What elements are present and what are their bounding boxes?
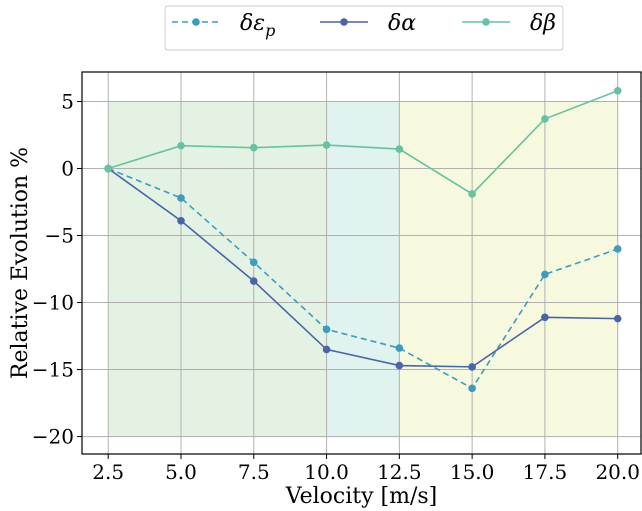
series-1-point: [613, 245, 622, 253]
background-region-1: [108, 101, 327, 437]
series-2-point: [468, 363, 476, 371]
y-tick-label: −5: [45, 224, 74, 248]
y-tick-label: 5: [61, 89, 74, 113]
series-3-point: [322, 141, 331, 149]
series-2-point: [177, 216, 185, 225]
series-line-1: [107, 167, 618, 390]
x-tick-label: 10.0: [304, 460, 349, 484]
series-3-point: [249, 143, 258, 152]
x-axis: 2.5 5.0 7.5 10.0 12.5 15.0 17.5 20.0: [92, 454, 640, 484]
series-1-point: [541, 270, 549, 279]
legend-box: [164, 5, 564, 51]
series-1-point: [468, 384, 476, 393]
background-region-3: [399, 101, 618, 437]
x-tick-label: 17.5: [523, 460, 568, 484]
x-tick-label: 7.5: [238, 460, 270, 484]
legend-label-1: δεp: [240, 11, 275, 40]
y-tick-label: −20: [32, 425, 74, 449]
series-3-point: [613, 86, 622, 95]
series-1-point: [249, 258, 258, 267]
legend: δεp δα δβ: [164, 5, 564, 51]
series-1-point: [322, 325, 331, 334]
series-3-point: [468, 190, 476, 198]
legend-label-2: δα: [388, 11, 416, 36]
series-2-point: [249, 277, 258, 285]
series-2-point: [613, 314, 622, 323]
x-tick-label: 12.5: [377, 460, 422, 484]
series-2-point: [322, 345, 331, 354]
x-tick-label: 20.0: [595, 460, 640, 484]
y-tick-label: 0: [61, 157, 74, 181]
plot-area: [81, 71, 642, 455]
y-tick-label: −10: [32, 291, 74, 315]
x-tick-label: 2.5: [92, 460, 124, 484]
x-tick-label: 5.0: [165, 460, 197, 484]
plot-frame: [81, 71, 642, 455]
legend-marker-1: [192, 18, 200, 26]
series-3-point: [395, 145, 404, 153]
x-axis-label: Velocity [m/s]: [285, 484, 438, 509]
legend-label-3: δβ: [530, 11, 556, 36]
legend-marker-2: [340, 18, 348, 26]
y-axis-label: Relative Evolution %: [8, 147, 33, 379]
y-axis: 5 0 −5 −10 −15 −20: [32, 89, 82, 449]
series-1-point: [395, 344, 404, 352]
series-3-point: [541, 115, 549, 123]
series-3-point: [104, 164, 113, 173]
series-2-point: [395, 361, 404, 370]
series-line-3: [107, 90, 618, 195]
series-2-point: [541, 313, 549, 322]
series-3-point: [177, 141, 185, 150]
background-region-2: [326, 101, 400, 437]
x-tick-label: 15.0: [450, 460, 495, 484]
y-tick-label: −15: [32, 358, 74, 382]
series-line-2: [107, 167, 618, 368]
series-1-point: [177, 194, 185, 202]
legend-marker-3: [482, 18, 490, 26]
